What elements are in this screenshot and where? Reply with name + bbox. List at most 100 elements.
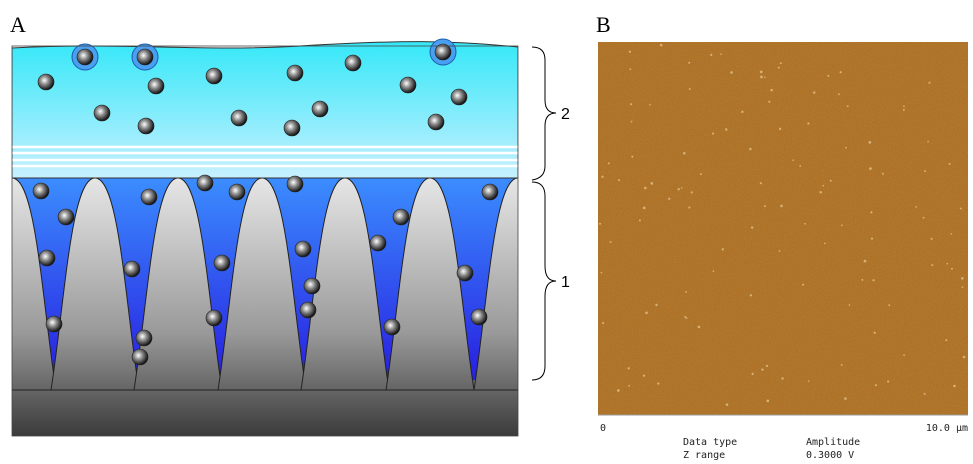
particle (287, 65, 303, 81)
particle (287, 176, 303, 192)
particle (124, 261, 140, 277)
speck (691, 191, 693, 193)
speck (751, 226, 753, 228)
speck (882, 173, 884, 175)
particle (136, 330, 152, 346)
speck (807, 122, 809, 124)
speck (961, 277, 964, 280)
particle (295, 241, 311, 257)
speck (949, 163, 951, 165)
speck (655, 304, 657, 306)
particle (137, 49, 153, 65)
speck (778, 67, 780, 69)
speck (931, 238, 933, 240)
speck (631, 121, 633, 123)
particle (482, 184, 498, 200)
particle (304, 278, 320, 294)
particle (33, 183, 49, 199)
speck (618, 179, 620, 181)
particle (206, 310, 222, 326)
speck (710, 54, 712, 56)
speck (683, 152, 686, 155)
speck (617, 389, 620, 392)
speck (681, 187, 683, 189)
speck (841, 224, 843, 226)
speck (824, 243, 826, 245)
speck (928, 82, 930, 84)
speck (660, 44, 663, 47)
speck (792, 159, 794, 161)
speck (645, 312, 648, 315)
speck (819, 191, 822, 194)
bracket (532, 182, 556, 380)
speck (649, 104, 651, 106)
speck (764, 76, 766, 78)
scale-start: 0 (600, 423, 606, 434)
speck (887, 380, 889, 382)
speck (668, 198, 670, 200)
speck (599, 223, 601, 225)
particle (312, 101, 328, 117)
speck (752, 373, 754, 375)
speck (844, 397, 847, 400)
speck (650, 182, 653, 185)
speck (962, 286, 964, 288)
speck (946, 263, 948, 265)
speck (903, 354, 905, 356)
speck (841, 364, 843, 366)
speck (770, 89, 773, 92)
speck (840, 71, 842, 73)
particle (46, 316, 62, 332)
particle (393, 209, 409, 225)
speck (750, 294, 752, 296)
speck (903, 109, 905, 111)
speck (725, 128, 727, 130)
speck (875, 384, 877, 386)
info-value: 0.3000 V (806, 450, 854, 461)
speck (685, 291, 687, 293)
speck (779, 128, 781, 130)
particle (229, 184, 245, 200)
speck (903, 105, 905, 107)
speck (628, 385, 630, 387)
speck (864, 260, 867, 263)
speck (924, 170, 926, 172)
particle (451, 89, 467, 105)
speck (639, 219, 641, 221)
speck (871, 237, 873, 239)
speck (827, 75, 829, 77)
particle (138, 118, 154, 134)
speck (600, 272, 602, 274)
particle (384, 319, 400, 335)
speck (630, 103, 632, 105)
bracket-label: 2 (561, 106, 570, 123)
speck (684, 316, 686, 318)
speck (760, 182, 762, 184)
info-value: Amplitude (806, 437, 860, 448)
particle (284, 120, 300, 136)
speck (838, 93, 840, 95)
particle (214, 255, 230, 271)
speck (808, 380, 810, 382)
speck (730, 71, 733, 74)
speck (963, 356, 966, 359)
particle (141, 189, 157, 205)
figure: A B 2 1 0 10.0 µm Data type Amplitude Z … (0, 0, 973, 464)
speck (802, 284, 804, 286)
speck (764, 205, 766, 207)
particle (148, 78, 164, 94)
speck (700, 173, 702, 175)
speck (608, 162, 610, 164)
afm-image (598, 42, 968, 415)
speck (741, 111, 743, 113)
speck (760, 76, 763, 79)
speck (780, 205, 783, 208)
particle (58, 209, 74, 225)
particle (345, 55, 361, 71)
speck (951, 268, 953, 270)
speck (924, 393, 926, 395)
speck (923, 217, 925, 219)
speck (847, 105, 849, 107)
bracket (532, 47, 556, 180)
speck (629, 68, 631, 70)
